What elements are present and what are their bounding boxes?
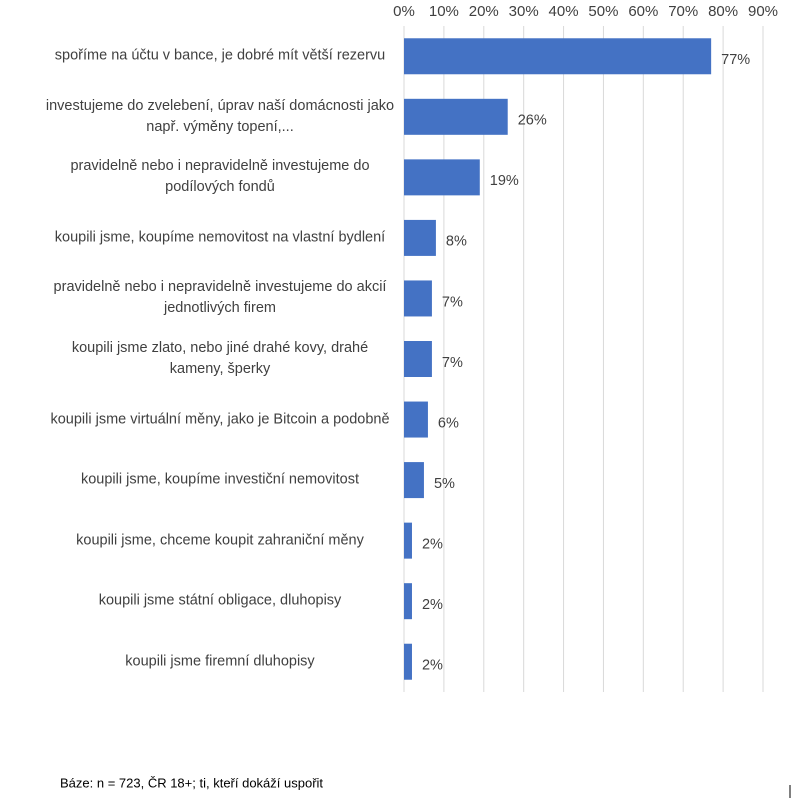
x-tick-label: 30% xyxy=(509,3,539,20)
bar xyxy=(404,341,432,377)
category-label: pravidelně nebo i nepravidelně investuje… xyxy=(70,158,370,196)
category-label: investujeme do zvelebení, úprav naší dom… xyxy=(45,97,395,135)
bar xyxy=(404,643,412,680)
x-tick-label: 60% xyxy=(628,3,658,20)
bar xyxy=(404,159,480,196)
value-label: 19% xyxy=(490,173,519,189)
category-label: koupili jsme, koupíme investiční nemovit… xyxy=(80,471,360,488)
category-label: koupili jsme, koupíme nemovitost na vlas… xyxy=(54,229,386,246)
value-label: 6% xyxy=(438,415,459,431)
bar xyxy=(404,522,412,559)
x-tick-label: 50% xyxy=(588,3,618,20)
value-label: 2% xyxy=(422,536,443,552)
value-label: 2% xyxy=(422,658,443,674)
x-tick-label: 0% xyxy=(393,3,415,20)
value-label: 7% xyxy=(442,294,463,310)
bar xyxy=(404,38,712,75)
bar xyxy=(404,583,412,620)
category-label: koupili jsme státní obligace, dluhopisy xyxy=(98,592,342,609)
category-label: koupili jsme zlato, nebo jiné drahé kovy… xyxy=(71,340,369,377)
category-label: koupili jsme firemní dluhopisy xyxy=(125,653,315,670)
category-label: koupili jsme virtuální měny, jako je Bit… xyxy=(50,411,390,428)
value-label: 2% xyxy=(422,597,443,613)
value-label: 26% xyxy=(518,113,547,129)
bar xyxy=(404,401,428,438)
x-tick-label: 40% xyxy=(549,3,579,20)
x-tick-label: 70% xyxy=(668,3,698,20)
x-tick-label: 80% xyxy=(708,3,738,20)
bar xyxy=(404,219,436,256)
x-tick-label: 90% xyxy=(748,3,778,20)
value-label: 77% xyxy=(721,52,750,68)
category-label: pravidelně nebo i nepravidelně investuje… xyxy=(53,279,387,317)
value-label: 5% xyxy=(434,476,455,492)
category-label: koupili jsme, chceme koupit zahraniční m… xyxy=(76,532,364,549)
value-label: 7% xyxy=(442,355,463,371)
value-label: 8% xyxy=(446,234,467,250)
bar xyxy=(404,280,432,317)
bar xyxy=(404,98,508,135)
x-tick-label: 20% xyxy=(469,3,499,20)
bar xyxy=(404,462,424,499)
category-label: spoříme na účtu v bance, je dobré mít vě… xyxy=(54,47,386,64)
x-tick-label: 10% xyxy=(429,3,459,20)
footnote: Báze: n = 723, ČR 18+; ti, kteří dokáží … xyxy=(60,775,323,790)
